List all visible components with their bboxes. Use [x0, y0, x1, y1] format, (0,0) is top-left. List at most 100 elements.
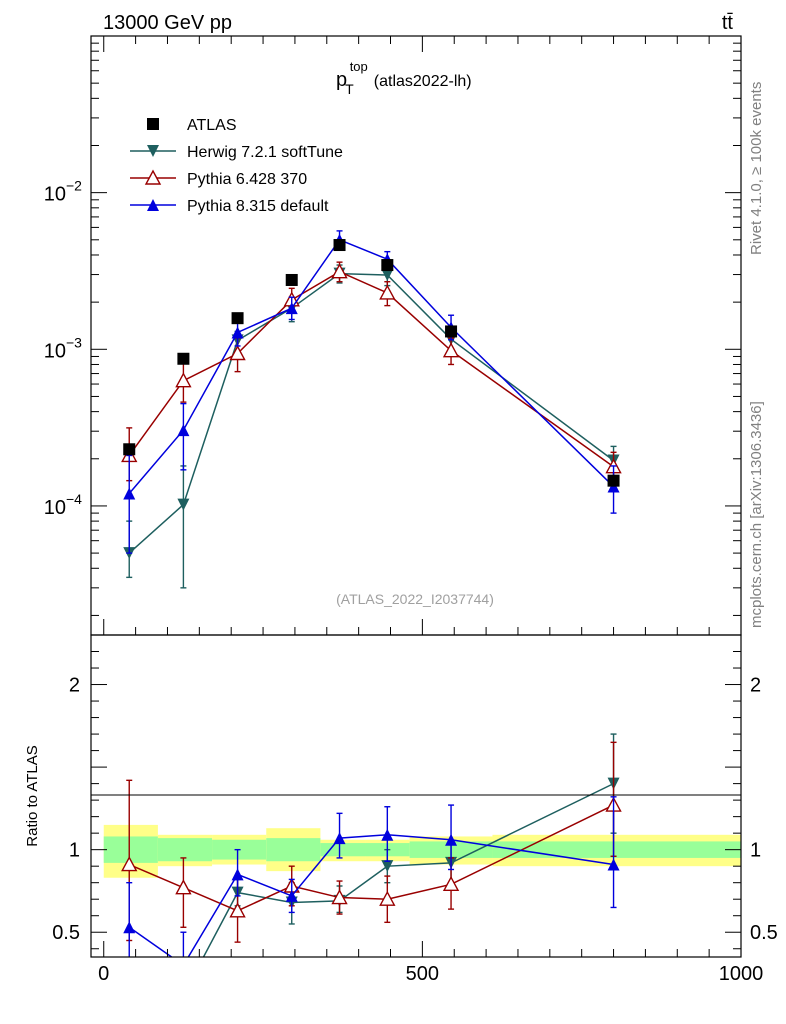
marker-square [177, 352, 190, 365]
title-sub: T [345, 81, 354, 97]
marker-triangle-up [607, 858, 620, 871]
series-pythia-8-315-default [123, 796, 620, 971]
band-stat [492, 841, 741, 858]
ratio-y-tick-label: 1 [69, 840, 80, 862]
marker-square [333, 239, 346, 252]
marker-triangle-open [229, 902, 246, 918]
marker-triangle-down [381, 860, 394, 873]
x-tick-label: 0 [98, 963, 109, 985]
marker-triangle-down [381, 269, 394, 282]
marker-triangle-open [331, 889, 348, 905]
marker-square [285, 273, 298, 286]
main-ticks: 10−210−310−4 [44, 35, 741, 616]
marker-triangle-open [442, 875, 460, 892]
series-line [202, 782, 614, 957]
ratio-y-tick-label-right: 2 [750, 675, 761, 697]
legend: ATLAS Herwig 7.2.1 softTune Pythia 6.428 3… [130, 117, 343, 215]
marker-triangle-open [144, 169, 162, 185]
band-stat [320, 843, 366, 857]
legend-label: Herwig 7.2.1 softTune [187, 144, 343, 161]
y-tick-label: 10 [44, 497, 66, 519]
marker-triangle-up [381, 828, 394, 841]
marker-triangle-up [231, 868, 244, 881]
plot-title: pTtop (atlas2022-lh) [336, 59, 472, 97]
series-line [128, 834, 614, 957]
y-tick-exponent: −4 [66, 491, 82, 507]
main-series [121, 230, 622, 589]
legend-label: Pythia 6.428 370 [187, 171, 307, 188]
band-stat [103, 836, 158, 863]
marker-triangle-open [379, 890, 396, 906]
analysis-id: (ATLAS_2022_I2037744) [336, 591, 494, 607]
marker-square [607, 474, 620, 487]
header-left: 13000 GeV pp [103, 12, 232, 34]
series-clip-group [121, 230, 622, 589]
legend-label: Pythia 8.315 default [187, 198, 329, 215]
marker-square [147, 118, 159, 130]
marker-triangle-up [123, 921, 136, 934]
marker-triangle-up [333, 832, 346, 845]
marker-triangle-down [123, 987, 135, 999]
marker-triangle-up [177, 959, 189, 971]
legend-item: Herwig 7.2.1 softTune [130, 144, 343, 161]
series-atlas [123, 239, 620, 487]
marker-triangle-up [445, 833, 458, 846]
marker-square [445, 325, 458, 338]
marker-triangle-open [175, 372, 192, 388]
marker-square [381, 259, 394, 272]
series-herwig-7-2-1-softtune [123, 264, 620, 589]
marker-square [123, 443, 136, 456]
y-tick-exponent: −2 [66, 178, 82, 194]
title-sup: top [350, 59, 368, 74]
series-line [128, 804, 614, 912]
marker-triangle-up [147, 199, 159, 211]
title-main: p [336, 69, 347, 91]
ratio-bands [103, 824, 741, 878]
legend-item: Pythia 6.428 370 [130, 169, 307, 188]
x-tick-label: 500 [406, 963, 439, 985]
y-tick-label: 10 [44, 184, 66, 206]
x-ticks: 0 500 1000 [98, 36, 763, 985]
legend-item: ATLAS [147, 117, 237, 134]
legend-label: ATLAS [187, 117, 237, 134]
marker-triangle-up [123, 487, 136, 500]
source-label: mcplots.cern.ch [arXiv:1306.3436] [748, 401, 765, 628]
marker-square [231, 312, 244, 325]
marker-triangle-open [121, 856, 138, 872]
marker-triangle-open [379, 284, 396, 300]
series-pythia-6-428-370 [121, 741, 622, 943]
title-suffix: (atlas2022-lh) [374, 73, 472, 90]
ratio-ylabel: Ratio to ATLAS [24, 745, 41, 846]
ratio-ticks: 2 2 1 1 0.5 0.5 [52, 651, 778, 950]
marker-triangle-open [175, 879, 192, 895]
ratio-y-tick-label-right: 0.5 [750, 922, 778, 944]
ratio-frame [90, 634, 742, 958]
header-right: tt̄ [722, 12, 734, 34]
marker-triangle-up [231, 326, 244, 339]
ratio-y-tick-label-right: 1 [750, 840, 761, 862]
y-tick-label: 10 [44, 340, 66, 362]
series-line [128, 272, 614, 554]
x-tick-label: 1000 [719, 963, 764, 985]
marker-triangle-up [285, 889, 298, 902]
series-clip-group [121, 733, 622, 1001]
marker-triangle-down [177, 989, 189, 1001]
legend-item: Pythia 8.315 default [130, 198, 329, 215]
y-tick-exponent: −3 [66, 334, 82, 350]
marker-triangle-open [331, 263, 348, 279]
ratio-series [121, 733, 622, 1001]
marker-triangle-up [285, 302, 298, 315]
series-herwig-7-2-1-softtune [123, 733, 620, 1001]
ratio-y-tick-label: 0.5 [52, 922, 80, 944]
series-pythia-6-428-370 [121, 261, 622, 484]
band-stat [157, 838, 213, 862]
series-line [128, 238, 615, 495]
series-pythia-8-315-default [123, 230, 620, 554]
ratio-y-tick-label: 2 [69, 675, 80, 697]
marker-triangle-open [229, 345, 246, 361]
rivet-label: Rivet 4.1.0, ≥ 100k events [748, 82, 765, 255]
marker-triangle-open [442, 342, 460, 358]
series-line [128, 270, 614, 468]
marker-triangle-down [177, 498, 190, 511]
